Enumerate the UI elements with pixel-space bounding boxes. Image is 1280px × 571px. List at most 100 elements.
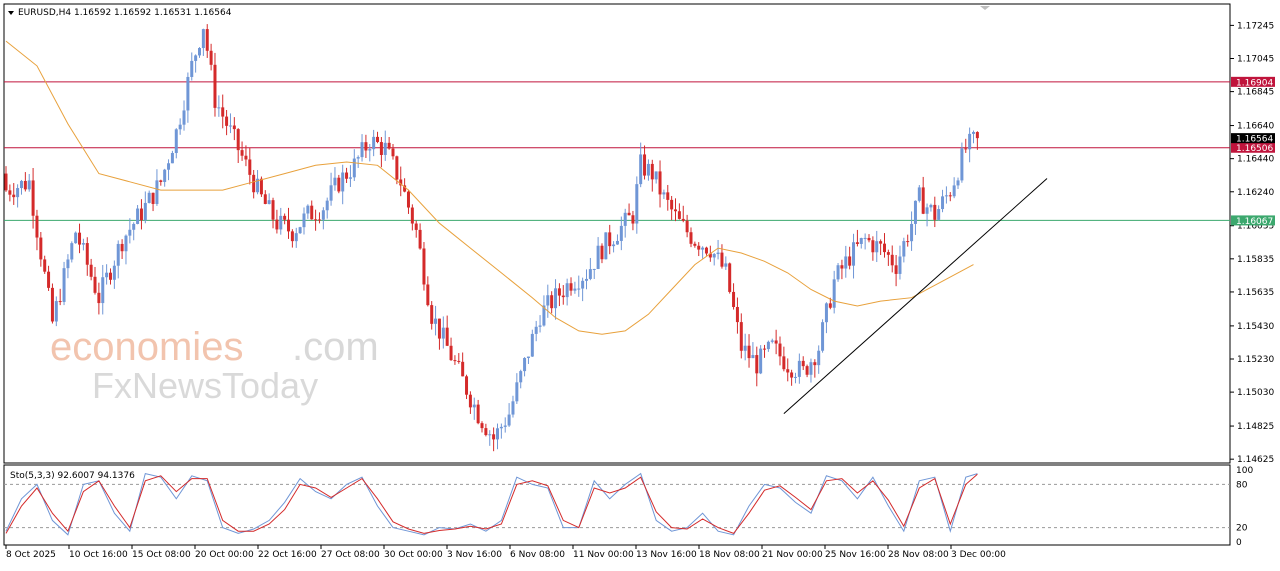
candle <box>569 277 573 296</box>
candle <box>507 403 511 427</box>
candle <box>523 357 527 377</box>
candle <box>499 423 503 439</box>
candle <box>209 43 213 71</box>
candle <box>441 316 445 349</box>
candle <box>437 318 441 350</box>
candle <box>317 212 321 224</box>
candle <box>298 226 302 234</box>
candle <box>882 233 886 258</box>
time-tick-label: 20 Oct 00:00 <box>195 550 254 560</box>
candle <box>956 177 960 190</box>
candle <box>345 167 349 184</box>
candle <box>108 268 112 285</box>
candle <box>321 207 325 230</box>
candle <box>174 128 178 159</box>
candle <box>39 231 43 267</box>
time-tick-label: 13 Nov 16:00 <box>636 550 697 560</box>
candle <box>252 169 256 199</box>
candle <box>159 179 163 186</box>
time-tick-label: 15 Oct 08:00 <box>132 550 191 560</box>
moving-average <box>5 40 974 335</box>
price-tick-label: 1.15230 <box>1237 355 1274 365</box>
candle <box>248 147 252 185</box>
price-tick-label: 1.14625 <box>1237 455 1274 465</box>
candle <box>383 130 387 161</box>
candle <box>681 205 685 223</box>
time-tick-label: 8 Oct 2025 <box>6 550 56 560</box>
candle <box>116 240 120 279</box>
candle <box>337 174 341 194</box>
candle <box>31 168 35 229</box>
candle <box>712 253 716 266</box>
price-tick-label: 1.17045 <box>1237 54 1274 64</box>
candle <box>604 232 608 260</box>
candle <box>913 200 917 235</box>
collapse-icon[interactable] <box>8 11 14 15</box>
candle <box>348 165 352 187</box>
candle <box>198 47 201 58</box>
candle <box>948 192 952 202</box>
candle <box>565 278 569 306</box>
candle <box>27 173 31 192</box>
candle <box>58 288 62 306</box>
candle <box>561 285 565 305</box>
candle <box>879 239 883 255</box>
candle <box>35 209 39 251</box>
candle <box>770 338 774 344</box>
time-axis: 8 Oct 2025 10 Oct 16:00 15 Oct 08:00 20 Oct… <box>5 545 1006 560</box>
candle <box>871 236 875 261</box>
price-tick-label: 1.16845 <box>1237 88 1274 98</box>
candle <box>263 190 267 205</box>
candle <box>256 170 260 195</box>
price-tick-label: 1.15030 <box>1237 388 1274 398</box>
candle <box>12 183 16 205</box>
price-axis: 1.17245 1.17045 1.16845 1.16640 1.16440 1.162… <box>1230 21 1275 465</box>
candle <box>287 207 291 239</box>
candle <box>944 186 948 204</box>
candle <box>859 237 863 249</box>
candle <box>623 208 627 238</box>
candle <box>19 179 23 195</box>
candle <box>379 137 383 168</box>
candle <box>685 214 689 238</box>
candle <box>519 369 523 389</box>
candle <box>890 245 894 273</box>
candle <box>434 305 438 336</box>
candle <box>163 168 167 187</box>
candle <box>503 417 507 433</box>
candle <box>921 176 925 215</box>
candle <box>615 234 619 245</box>
scroll-marker-icon <box>980 6 990 10</box>
trendline-segment[interactable] <box>783 178 1048 415</box>
candle <box>650 159 654 192</box>
candle <box>844 245 848 278</box>
candle <box>662 189 666 199</box>
candle <box>221 94 225 129</box>
candle <box>410 204 414 231</box>
candle <box>763 344 767 358</box>
candle <box>813 359 817 378</box>
time-tick-label: 3 Dec 00:00 <box>951 550 1006 560</box>
candle <box>93 266 97 295</box>
candle <box>863 233 867 250</box>
candle <box>128 218 132 244</box>
candle <box>178 118 182 135</box>
candle <box>445 315 449 347</box>
candle <box>832 270 836 314</box>
candle <box>817 345 821 374</box>
ma-line <box>5 40 974 335</box>
candle <box>546 284 550 318</box>
candle <box>70 241 74 263</box>
time-tick-label: 11 Nov 00:00 <box>573 550 634 560</box>
candle <box>728 262 732 294</box>
price-level-tag <box>1231 142 1275 153</box>
candle <box>530 329 534 357</box>
candle <box>693 241 697 248</box>
candle <box>244 145 248 167</box>
time-tick-label: 21 Nov 00:00 <box>762 550 823 560</box>
candle <box>526 356 530 364</box>
candle <box>732 283 736 310</box>
candle <box>538 315 542 333</box>
candle <box>801 356 805 371</box>
